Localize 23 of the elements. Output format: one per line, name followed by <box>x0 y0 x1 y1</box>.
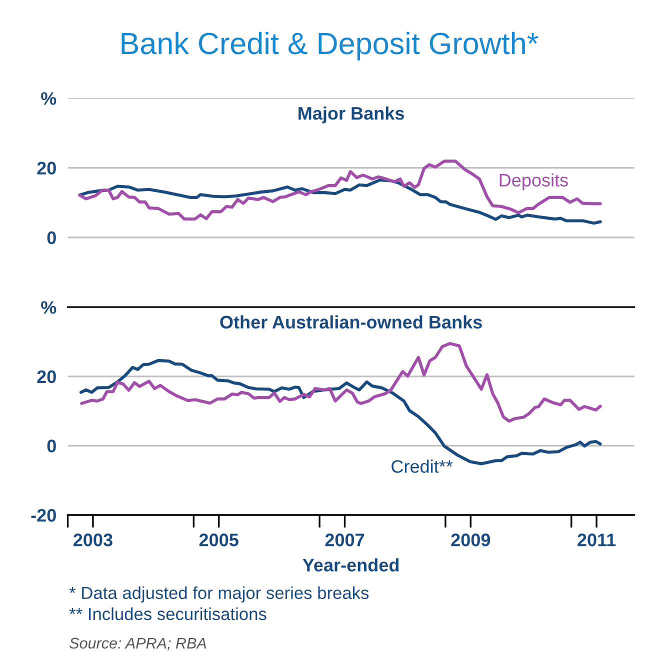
y-tick-label: 20 <box>37 370 56 384</box>
x-tick-label: 2011 <box>578 534 616 546</box>
x-tick-label: 2003 <box>74 534 112 546</box>
chart-subtitle: Other Australian-owned Banks <box>220 315 482 329</box>
x-axis-title: Year-ended <box>302 558 399 572</box>
y-tick-label: % <box>41 92 56 105</box>
source-note: Source: APRA; RBA <box>70 638 206 650</box>
line-series <box>78 160 602 221</box>
chart-subtitle: Major Banks <box>298 106 404 124</box>
text: * Data adjusted for major series breaks <box>69 586 369 603</box>
x-tick-label: 2007 <box>325 534 364 546</box>
x-tick-label: 2005 <box>199 534 238 546</box>
y-tick-label: 0 <box>47 440 56 452</box>
y-tick-label: -20 <box>31 508 56 522</box>
chart-title: Bank Credit & Deposit Growth* <box>122 32 538 60</box>
y-tick-label: 20 <box>37 162 56 175</box>
line-series <box>80 342 602 423</box>
series-label: Deposits <box>500 173 568 190</box>
y-tick-label: 0 <box>47 231 56 244</box>
x-tick-label: 2009 <box>451 534 490 546</box>
y-tick-label: % <box>41 301 56 314</box>
text: ** Includes securitisations <box>69 607 266 620</box>
series-label: Credit** <box>392 460 453 473</box>
